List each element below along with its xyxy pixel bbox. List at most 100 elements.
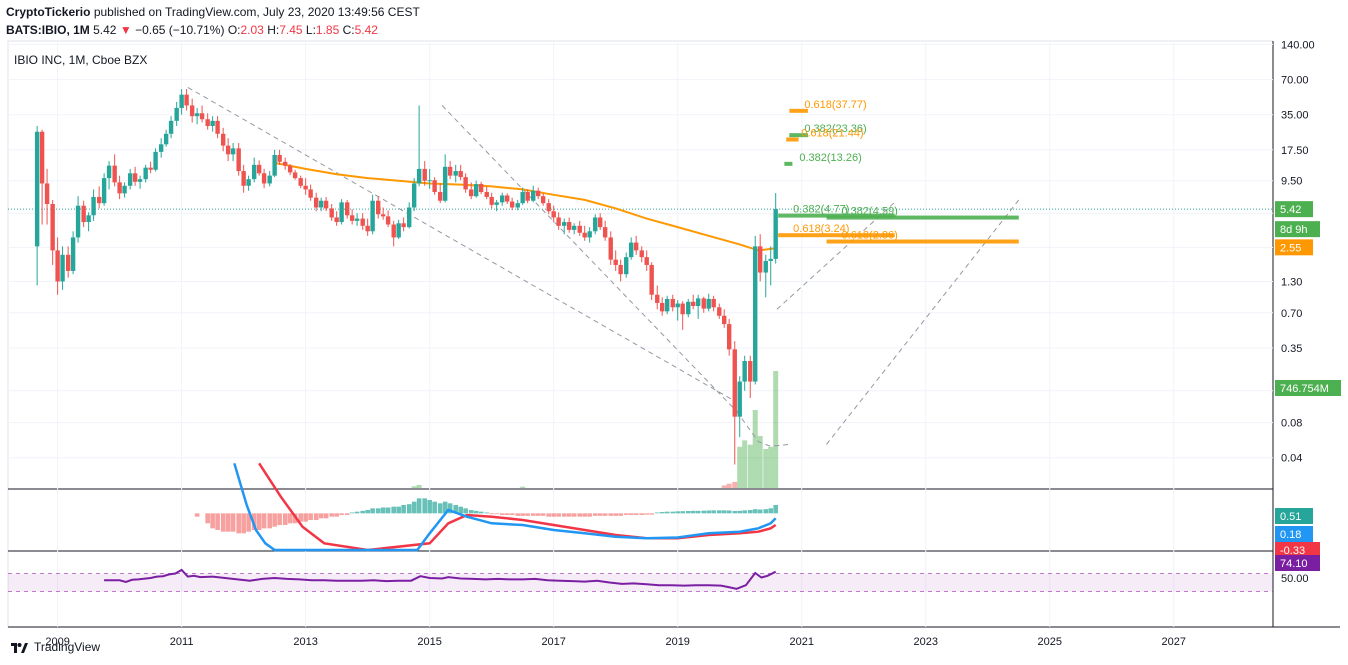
- price-tick-label: 140.00: [1281, 39, 1315, 51]
- candle-body: [225, 145, 231, 155]
- macd-histogram-bar: [360, 510, 365, 514]
- candle-body: [407, 207, 412, 228]
- volume-bar: [747, 444, 753, 488]
- candle-body: [199, 113, 205, 120]
- candle-body: [458, 171, 463, 178]
- macd-histogram-bar: [282, 513, 288, 525]
- candle-body: [44, 183, 50, 204]
- fib-level-label: 0.618(37.77): [804, 99, 866, 111]
- candle-body: [153, 151, 158, 170]
- candle-body: [174, 107, 179, 121]
- macd-histogram-bar: [592, 513, 598, 516]
- candle-body: [562, 222, 567, 226]
- candle-body: [515, 203, 520, 208]
- macd-histogram-bar: [494, 513, 499, 515]
- macd-histogram-bar: [303, 513, 308, 522]
- candle-body: [143, 167, 148, 180]
- fib-level-label: 0.382(23.36): [804, 123, 866, 135]
- tradingview-brand[interactable]: TradingView: [10, 640, 100, 654]
- trendline: [187, 86, 737, 403]
- macd-histogram-bar: [473, 510, 479, 514]
- candle-body: [593, 217, 598, 232]
- volume-bar: [768, 446, 774, 488]
- candle-body: [587, 231, 592, 238]
- macd-histogram-bar: [416, 498, 422, 514]
- price-change: −0.65 (−10.71%): [135, 23, 225, 37]
- candle-body: [597, 217, 603, 228]
- macd-histogram-bar: [597, 513, 603, 516]
- macd-histogram-bar: [515, 513, 521, 516]
- candle-body: [261, 173, 267, 184]
- time-tick-label: 2011: [170, 636, 194, 648]
- candle-body: [737, 381, 742, 417]
- fib-level-line: [786, 137, 799, 142]
- candle-body: [748, 361, 753, 382]
- symbol-label: BATS:IBIO, 1M: [6, 23, 90, 37]
- last-price-tag: 5.42: [1280, 204, 1301, 216]
- chart-title: IBIO INC, 1M, Cboe BZX: [14, 53, 147, 67]
- candle-body: [39, 131, 45, 184]
- candle-body: [644, 257, 649, 265]
- candle-body: [582, 232, 587, 238]
- candle-body: [701, 298, 706, 309]
- time-tick-label: 2025: [1038, 636, 1062, 648]
- fib-level-line: [826, 239, 1019, 244]
- time-tick-label: 2027: [1162, 636, 1186, 648]
- fib-level-label: 0.382(13.26): [799, 152, 861, 164]
- price-tick-label: 17.50: [1281, 145, 1309, 157]
- candle-body: [551, 211, 556, 218]
- macd-signal-tag-bg: [1275, 542, 1320, 558]
- trendline: [441, 105, 737, 412]
- macd-histogram-bar: [298, 513, 303, 522]
- last-price: 5.42: [93, 23, 117, 37]
- candle-body: [230, 148, 236, 155]
- macd-histogram-bar: [768, 508, 774, 514]
- macd-histogram-bar: [406, 504, 412, 514]
- candle-body: [292, 172, 298, 179]
- macd-histogram-bar: [695, 510, 701, 514]
- macd-histogram-bar: [608, 513, 614, 516]
- fib-level-line: [789, 108, 808, 113]
- candle-body: [691, 301, 696, 307]
- macd-histogram-bar: [261, 513, 267, 529]
- candle-body: [101, 178, 107, 204]
- macd-histogram-bar: [354, 511, 360, 514]
- macd-histogram-bar: [633, 513, 639, 515]
- volume-bar: [757, 436, 763, 488]
- candle-body: [267, 175, 272, 184]
- macd-histogram-bar: [287, 513, 293, 524]
- macd-histogram-bar: [484, 512, 490, 514]
- candle-body: [318, 200, 324, 208]
- time-tick-label: 2009: [45, 636, 69, 648]
- volume-bar: [752, 410, 758, 488]
- price-tick-label: 0.35: [1281, 343, 1302, 355]
- macd-histogram-bar: [272, 513, 277, 527]
- ohlc-open: 2.03: [240, 23, 264, 37]
- fib-level-line: [789, 133, 808, 138]
- candle-body: [385, 216, 391, 225]
- candle-body: [117, 182, 122, 194]
- candle-body: [96, 196, 102, 204]
- candle-body: [370, 200, 375, 232]
- macd-histogram-bar: [437, 503, 443, 514]
- publisher-name[interactable]: CryptoTickerio: [6, 5, 91, 19]
- ohlc-low: 1.85: [315, 23, 340, 37]
- candle-body: [726, 324, 732, 350]
- candle-body: [411, 183, 417, 208]
- macd-histogram-bar: [375, 508, 381, 514]
- ma-value-tag-bg: [1275, 239, 1313, 256]
- macd-histogram-bar: [365, 510, 370, 514]
- candle-body: [179, 94, 184, 108]
- macd-histogram-bar: [453, 505, 459, 514]
- rsi-line: [104, 568, 777, 590]
- countdown-tag-bg: [1275, 221, 1320, 238]
- candle-body: [81, 205, 86, 223]
- candle-body: [416, 168, 422, 184]
- macd-histogram-bar: [664, 511, 670, 514]
- volume-bar: [726, 483, 732, 488]
- candle-body: [633, 242, 639, 251]
- candle-body: [86, 215, 91, 223]
- candle-body: [251, 164, 257, 180]
- candle-body: [695, 298, 701, 307]
